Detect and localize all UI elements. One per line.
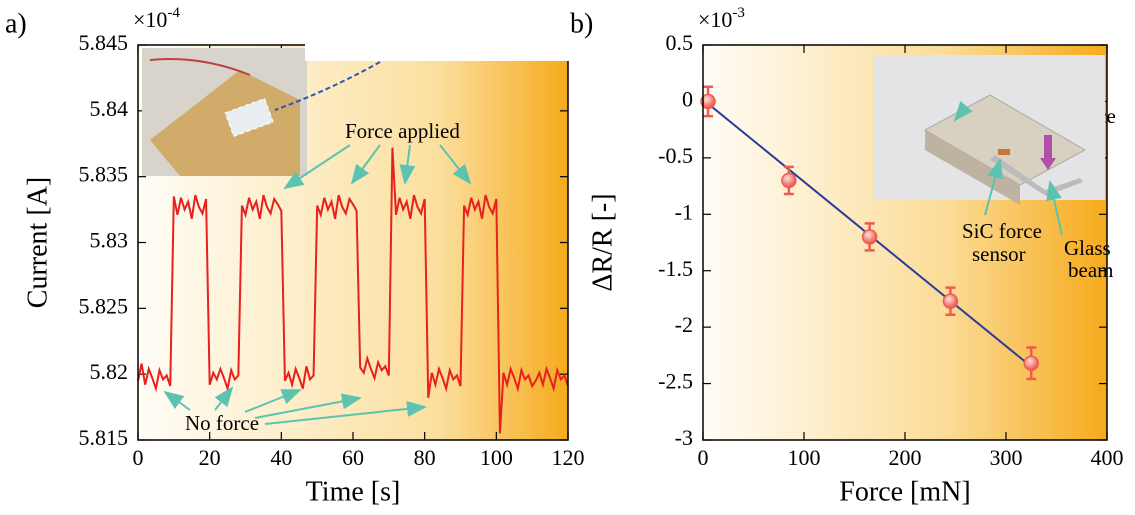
arrow (163, 390, 191, 411)
x-tick-label: 120 (552, 445, 585, 470)
exponent-power: -4 (167, 5, 180, 21)
inset-photo (142, 48, 307, 176)
y-tick-label: 5.825 (79, 293, 129, 318)
y-tick-label: 5.845 (79, 30, 129, 55)
arrow (244, 389, 302, 413)
annotation: No force (185, 411, 259, 435)
y-tick-label: 5.82 (90, 359, 129, 384)
x-axis-label: Time [s] (306, 476, 401, 507)
x-tick-label: 20 (199, 445, 221, 470)
inset-diagram (873, 55, 1105, 205)
annotation: sensor (972, 242, 1026, 266)
arrow (953, 101, 973, 122)
arrow (350, 144, 381, 185)
x-tick-label: 0 (133, 445, 144, 470)
arrow (214, 386, 234, 411)
y-tick-label: -1 (675, 199, 693, 224)
annotation: SiC force (962, 219, 1042, 243)
x-tick-label: 300 (990, 445, 1023, 470)
annotation: Force applied (345, 119, 460, 143)
x-tick-label: 200 (889, 445, 922, 470)
axis-exponent: ×10-4 (133, 5, 180, 32)
arrow (984, 158, 1003, 216)
y-tick-label: 5.835 (79, 162, 129, 187)
annotation: beam (1068, 258, 1113, 282)
panel-label: b) (570, 8, 593, 39)
arrow (439, 144, 472, 185)
y-tick-label: -0.5 (658, 143, 693, 168)
y-tick-label: 0.5 (666, 30, 694, 55)
y-tick-label: 0 (682, 86, 693, 111)
x-axis-label: Force [mN] (839, 476, 970, 507)
panel-label: a) (5, 8, 27, 39)
data-point (942, 293, 959, 309)
arrow (1046, 180, 1063, 236)
x-tick-label: 100 (788, 445, 821, 470)
exponent-power: -3 (732, 5, 745, 21)
x-tick-label: 40 (270, 445, 292, 470)
inset-arrow (274, 61, 381, 111)
annotation: Glass (1064, 236, 1111, 260)
x-tick-label: 0 (698, 445, 709, 470)
y-tick-label: 5.815 (79, 425, 129, 450)
data-point (861, 229, 878, 245)
annotation-box (305, 33, 573, 61)
data-point (700, 93, 716, 110)
exponent-base: ×10 (698, 7, 732, 32)
exponent-base: ×10 (133, 7, 167, 32)
y-tick-label: 5.83 (90, 228, 129, 253)
y-tick-label: -3 (675, 425, 693, 450)
x-tick-label: 100 (480, 445, 513, 470)
arrow (283, 144, 351, 190)
data-point (781, 172, 797, 189)
y-axis-label: Current [A] (22, 177, 53, 308)
x-tick-label: 80 (414, 445, 436, 470)
data-point (1023, 355, 1039, 372)
y-axis-label: ΔR/R [-] (587, 193, 618, 291)
arrow (264, 400, 427, 425)
plot-frame (702, 44, 1108, 441)
arrow (399, 144, 416, 185)
x-tick-label: 60 (342, 445, 364, 470)
y-tick-label: -2 (675, 312, 693, 337)
y-tick-label: 5.84 (90, 96, 129, 121)
arrow (254, 393, 362, 419)
axis-exponent: ×10-3 (698, 5, 745, 32)
y-tick-label: -2.5 (658, 369, 693, 394)
x-tick-label: 400 (1091, 445, 1124, 470)
data-line (137, 147, 569, 434)
y-tick-label: -1.5 (658, 256, 693, 281)
